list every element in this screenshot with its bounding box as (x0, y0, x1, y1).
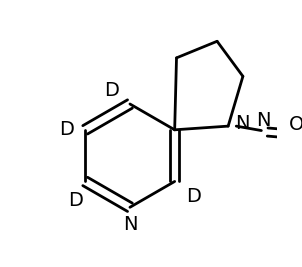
Text: D: D (104, 81, 119, 100)
Text: D: D (186, 187, 201, 206)
Text: O: O (289, 115, 302, 134)
Text: D: D (59, 120, 74, 139)
Text: N: N (236, 114, 250, 133)
Text: N: N (256, 111, 271, 130)
Text: N: N (124, 215, 138, 234)
Text: D: D (69, 191, 83, 210)
